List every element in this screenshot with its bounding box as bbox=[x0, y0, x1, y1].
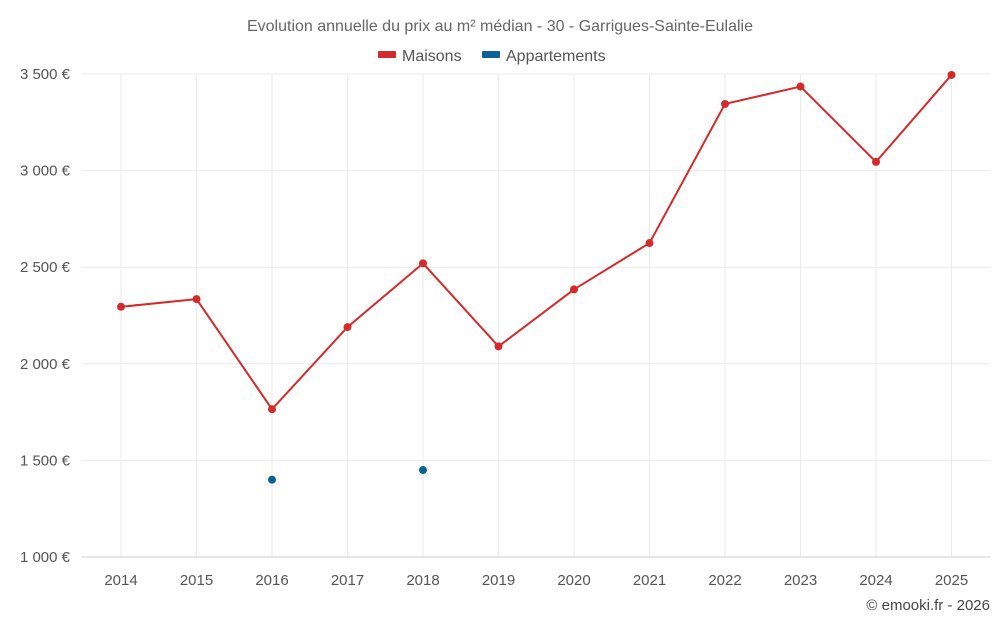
legend-item-maisons[interactable]: Maisons bbox=[378, 48, 462, 65]
credit-text: © emooki.fr - 2026 bbox=[866, 597, 990, 614]
x-tick-label: 2015 bbox=[180, 572, 213, 589]
y-tick-label: 3 000 € bbox=[20, 163, 71, 180]
data-point-maisons-2022[interactable] bbox=[721, 99, 729, 108]
legend-swatch-maisons bbox=[378, 51, 396, 58]
data-point-appartements-2018[interactable] bbox=[419, 466, 427, 475]
series-appartements bbox=[268, 466, 427, 484]
y-tick-label: 2 000 € bbox=[20, 356, 71, 373]
data-point-maisons-2024[interactable] bbox=[872, 157, 880, 166]
chart-title: Evolution annuelle du prix au m² médian … bbox=[247, 18, 753, 35]
x-tick-label: 2019 bbox=[482, 572, 515, 589]
legend: Maisons Appartements bbox=[378, 48, 606, 65]
data-point-maisons-2021[interactable] bbox=[645, 239, 654, 248]
data-point-maisons-2019[interactable] bbox=[494, 342, 503, 351]
y-tick-label: 1 500 € bbox=[20, 452, 71, 469]
data-point-maisons-2020[interactable] bbox=[570, 285, 578, 294]
legend-swatch-appartements bbox=[482, 51, 500, 58]
data-point-maisons-2017[interactable] bbox=[343, 323, 352, 332]
legend-label-maisons: Maisons bbox=[402, 48, 462, 65]
series-line-maisons bbox=[120, 74, 953, 411]
x-tick-label: 2024 bbox=[859, 572, 892, 589]
data-point-maisons-2025[interactable] bbox=[947, 70, 956, 79]
legend-label-appartements: Appartements bbox=[506, 48, 606, 65]
x-tick-label: 2022 bbox=[708, 572, 741, 589]
x-tick-label: 2014 bbox=[104, 572, 137, 589]
y-tick-label: 1 000 € bbox=[20, 549, 71, 566]
data-point-maisons-2016[interactable] bbox=[268, 405, 276, 414]
data-point-maisons-2014[interactable] bbox=[117, 302, 125, 311]
x-tick-label: 2020 bbox=[557, 572, 590, 589]
legend-item-appartements[interactable]: Appartements bbox=[482, 48, 606, 65]
data-point-appartements-2016[interactable] bbox=[268, 475, 276, 484]
series-maisons bbox=[117, 70, 956, 414]
x-axis-ticks: 2014 2015 2016 2017 2018 2019 2020 2021 2022 2023… bbox=[104, 572, 968, 589]
x-tick-label: 2021 bbox=[633, 572, 666, 589]
data-point-maisons-2023[interactable] bbox=[796, 82, 805, 91]
x-tick-label: 2018 bbox=[406, 572, 439, 589]
series bbox=[117, 70, 956, 484]
y-tick-label: 3 500 € bbox=[20, 66, 71, 83]
data-point-maisons-2015[interactable] bbox=[192, 295, 201, 304]
x-tick-label: 2016 bbox=[255, 572, 288, 589]
data-point-maisons-2018[interactable] bbox=[419, 259, 427, 268]
y-axis-ticks: 1 000 € 1 500 € 2 000 € 2 500 € 3 000 € 3 500… bbox=[20, 66, 71, 566]
x-tick-label: 2017 bbox=[331, 572, 364, 589]
x-tick-label: 2025 bbox=[935, 572, 968, 589]
y-tick-label: 2 500 € bbox=[20, 259, 71, 276]
grid bbox=[82, 73, 990, 557]
x-tick-label: 2023 bbox=[784, 572, 817, 589]
